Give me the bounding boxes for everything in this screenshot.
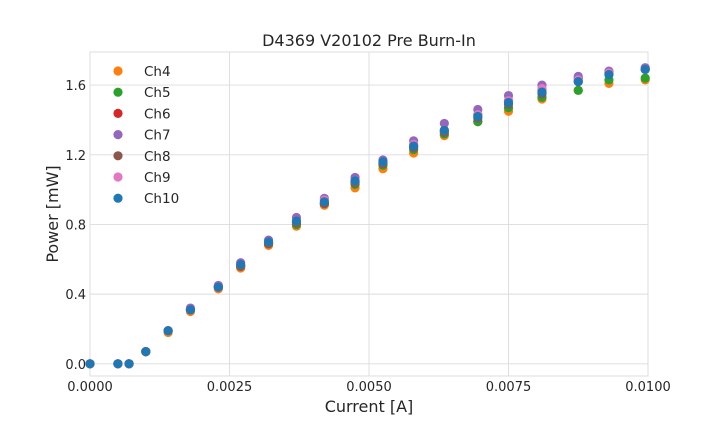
x-tick-label: 0.0000 bbox=[67, 380, 113, 395]
data-point bbox=[439, 125, 449, 135]
legend-marker bbox=[113, 87, 123, 97]
legend-marker bbox=[113, 66, 123, 76]
data-point bbox=[163, 326, 173, 336]
data-point bbox=[378, 157, 388, 167]
chart-title: D4369 V20102 Pre Burn-In bbox=[262, 31, 476, 50]
data-point bbox=[350, 176, 360, 186]
legend-label: Ch8 bbox=[144, 149, 171, 165]
legend-label: Ch6 bbox=[144, 106, 171, 122]
legend-label: Ch7 bbox=[144, 128, 171, 144]
data-point bbox=[640, 64, 650, 75]
legend-marker bbox=[113, 172, 123, 182]
legend-marker bbox=[113, 108, 123, 118]
legend-marker bbox=[113, 193, 123, 203]
data-point bbox=[604, 70, 614, 80]
data-point bbox=[409, 141, 419, 151]
data-point bbox=[439, 118, 449, 129]
data-point bbox=[124, 359, 134, 369]
legend-label: Ch9 bbox=[144, 170, 171, 186]
x-tick-label: 0.0050 bbox=[346, 380, 392, 395]
legend: Ch4 Ch5 Ch6 Ch7 Ch8 Ch9 Ch10 bbox=[113, 64, 179, 207]
x-tick-label: 0.0025 bbox=[207, 380, 253, 395]
data-point bbox=[213, 282, 223, 292]
data-point bbox=[85, 359, 95, 369]
legend-label: Ch10 bbox=[144, 191, 179, 207]
x-axis-title: Current [A] bbox=[325, 397, 414, 416]
data-points bbox=[85, 63, 650, 369]
y-tick-label: 0.8 bbox=[65, 218, 86, 233]
x-tick-label: 0.0100 bbox=[625, 380, 671, 395]
x-axis-ticks: 0.0000 0.0025 0.0050 0.0075 0.0100 bbox=[67, 380, 671, 395]
data-point bbox=[473, 111, 483, 122]
y-tick-label: 0.0 bbox=[65, 358, 86, 373]
legend-marker bbox=[113, 130, 123, 140]
legend-label: Ch4 bbox=[144, 64, 171, 80]
grid bbox=[89, 51, 649, 377]
data-point bbox=[141, 347, 151, 357]
y-tick-label: 1.6 bbox=[65, 79, 86, 94]
y-tick-label: 0.4 bbox=[65, 288, 86, 303]
data-point bbox=[263, 237, 274, 247]
y-axis-title: Power [mW] bbox=[43, 165, 62, 262]
data-point bbox=[537, 87, 547, 97]
series-ch10 bbox=[85, 64, 650, 369]
data-point bbox=[503, 97, 514, 108]
data-point bbox=[573, 77, 583, 87]
y-axis-ticks: 0.0 0.4 0.8 1.2 1.6 bbox=[65, 79, 86, 373]
data-point bbox=[640, 73, 650, 83]
data-point bbox=[573, 85, 583, 95]
legend-marker bbox=[113, 151, 123, 161]
data-point bbox=[185, 305, 196, 315]
data-point bbox=[113, 359, 123, 369]
data-point bbox=[236, 259, 246, 270]
y-tick-label: 1.2 bbox=[65, 149, 86, 164]
plot-frame bbox=[89, 51, 649, 377]
data-point bbox=[291, 216, 302, 226]
x-tick-label: 0.0075 bbox=[486, 380, 532, 395]
legend-label: Ch5 bbox=[144, 85, 171, 101]
data-point bbox=[319, 197, 329, 207]
